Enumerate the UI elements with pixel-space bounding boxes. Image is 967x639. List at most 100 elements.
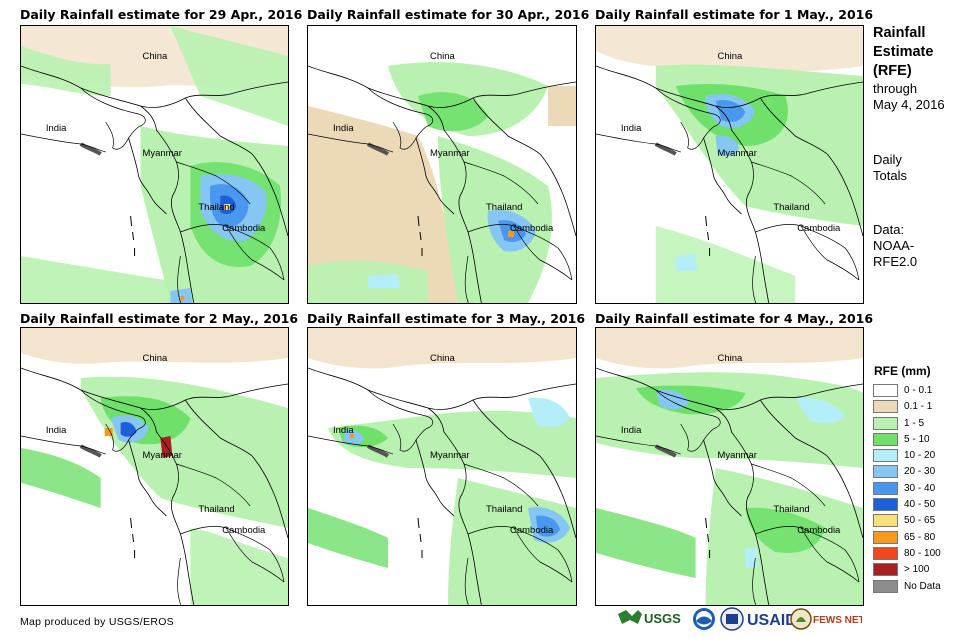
- rain-area: [745, 548, 758, 568]
- country-label-myanmar: Myanmar: [143, 450, 182, 461]
- country-label-cambodia: Cambodia: [797, 525, 841, 536]
- side-through-1: through: [873, 81, 918, 96]
- country-label-india: India: [46, 123, 67, 134]
- legend: 0 - 0.1 0.1 - 1 1 - 5 5 - 10 10 - 20 20 - 30 3…: [873, 383, 963, 595]
- country-label-china: China: [143, 353, 168, 364]
- legend-swatch: [873, 563, 898, 577]
- rain-area: [104, 428, 113, 436]
- legend-swatch: [873, 465, 898, 479]
- usaid-seal: [720, 607, 744, 631]
- legend-swatch: [873, 481, 898, 495]
- panel-title: Daily Rainfall estimate for 29 Apr., 201…: [20, 7, 303, 22]
- country-label-india: India: [621, 123, 642, 134]
- country-label-china: China: [430, 51, 456, 62]
- rainfall-map: China India Myanmar Thailand Cambodia: [20, 327, 289, 606]
- fewsnet-logo: FEWS NET: [790, 608, 865, 630]
- country-label-thailand: Thailand: [773, 504, 809, 515]
- rain-area: [745, 507, 826, 553]
- legend-label: 50 - 65: [904, 515, 936, 527]
- country-label-india: India: [46, 425, 67, 436]
- country-label-china: China: [143, 51, 168, 62]
- rain-area: [655, 389, 690, 410]
- usgs-logo: USGS: [618, 610, 681, 626]
- side-data-1: Data:: [873, 222, 905, 237]
- side-through-2: May 4, 2016: [873, 97, 945, 112]
- legend-label: 80 - 100: [904, 547, 941, 559]
- rain-area: [715, 135, 740, 156]
- legend-label: 1 - 5: [904, 417, 925, 429]
- rain-area: [224, 204, 231, 210]
- legend-item: > 100: [873, 562, 963, 578]
- country-label-china: China: [718, 353, 743, 364]
- legend-label: 65 - 80: [904, 531, 936, 543]
- side-totals-1: Daily: [873, 152, 902, 167]
- legend-swatch: [873, 514, 898, 528]
- legend-item: 1 - 5: [873, 416, 963, 432]
- side-title-2: Estimate: [873, 44, 934, 60]
- legend-swatch: [873, 449, 898, 463]
- side-totals-2: Totals: [873, 168, 907, 183]
- legend-swatch: [873, 416, 898, 430]
- legend-item: 0 - 0.1: [873, 383, 963, 399]
- legend-item: 80 - 100: [873, 546, 963, 562]
- rain-area: [795, 397, 846, 424]
- legend-label: 0 - 0.1: [904, 385, 933, 396]
- fewsnet-logo-text: FEWS NET: [813, 615, 862, 626]
- rainfall-map: China India Myanmar Thailand Cambodia: [595, 327, 864, 606]
- panel-title: Daily Rainfall estimate for 4 May., 2016: [595, 311, 874, 326]
- usaid-logo: USAID: [747, 612, 797, 629]
- legend-swatch: [873, 546, 898, 560]
- rain-area: [528, 397, 570, 428]
- rainfall-map: China India Myanmar Thailand Cambodia: [307, 327, 577, 606]
- rain-area: [21, 448, 101, 508]
- legend-item: 30 - 40: [873, 481, 963, 497]
- country-label-cambodia: Cambodia: [222, 525, 266, 536]
- side-title-3: (RFE): [873, 63, 912, 79]
- rain-area: [448, 478, 576, 605]
- legend-item: 0.1 - 1: [873, 399, 963, 415]
- legend-item: 20 - 30: [873, 464, 963, 480]
- rain-area: [170, 26, 288, 126]
- side-data-2: NOAA-: [873, 238, 915, 253]
- country-label-india: India: [333, 123, 354, 134]
- rain-area: [21, 328, 288, 364]
- legend-swatch: [873, 384, 898, 397]
- rainfall-map: China India Myanmar Thailand Cambodia: [20, 25, 289, 304]
- rain-area: [596, 508, 696, 578]
- rainfall-map: China India Myanmar Thailand Cambodia: [307, 25, 577, 304]
- legend-item: 5 - 10: [873, 432, 963, 448]
- legend-label: 30 - 40: [904, 482, 936, 494]
- rain-area: [418, 92, 488, 132]
- country-label-cambodia: Cambodia: [797, 223, 841, 234]
- rainfall-map: China India Myanmar Thailand Cambodia: [595, 25, 864, 304]
- panel-title: Daily Rainfall estimate for 3 May., 2016: [307, 311, 586, 326]
- credit-text: Map produced by USGS/EROS: [20, 616, 174, 628]
- legend-label: 0.1 - 1: [904, 401, 933, 413]
- legend-label: 5 - 10: [904, 433, 930, 445]
- legend-item: No Data: [873, 579, 963, 595]
- rain-area: [170, 288, 193, 303]
- legend-swatch: [873, 579, 898, 593]
- rain-area: [21, 46, 111, 96]
- legend-item: 10 - 20: [873, 448, 963, 464]
- rain-area: [536, 515, 560, 537]
- country-label-myanmar: Myanmar: [718, 450, 757, 461]
- country-label-myanmar: Myanmar: [718, 148, 757, 159]
- legend-item: 40 - 50: [873, 497, 963, 513]
- country-label-thailand: Thailand: [198, 202, 234, 213]
- rain-area: [548, 86, 576, 126]
- rain-area: [308, 508, 388, 568]
- rain-area: [715, 100, 746, 122]
- rain-area: [308, 328, 576, 369]
- noaa-logo: [693, 608, 715, 630]
- country-label-india: India: [333, 425, 354, 436]
- rain-area: [350, 434, 354, 438]
- rain-area: [190, 528, 288, 605]
- country-label-myanmar: Myanmar: [430, 450, 470, 461]
- country-label-myanmar: Myanmar: [143, 148, 182, 159]
- rain-area: [328, 410, 576, 478]
- rain-area: [675, 254, 698, 271]
- country-label-myanmar: Myanmar: [430, 148, 470, 159]
- logo-strip: USGS USAID FEWS NET: [616, 606, 865, 634]
- side-data-3: RFE2.0: [873, 254, 918, 269]
